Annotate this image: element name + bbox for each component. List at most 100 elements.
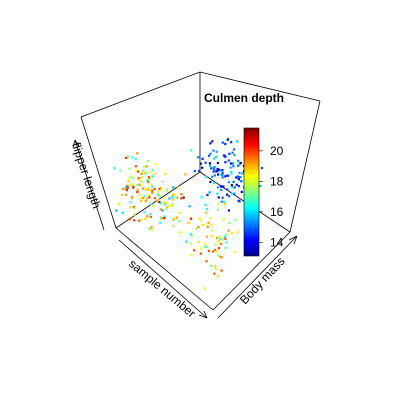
data-point [209,264,213,267]
data-point [140,180,143,183]
data-point [228,152,231,155]
data-point [129,201,132,204]
data-point [165,208,168,211]
data-point [221,173,224,176]
data-point [159,208,162,211]
data-point [236,140,239,143]
data-point [216,167,219,171]
data-point [222,200,226,203]
data-point [225,174,228,177]
data-point [158,200,161,203]
data-point [236,175,239,178]
data-point [210,223,213,226]
data-point [220,200,223,203]
data-point [154,163,157,166]
data-point [151,189,154,192]
data-point [238,171,241,175]
data-point [213,174,216,177]
data-point [223,154,226,157]
data-point [140,199,143,202]
data-point [152,204,155,208]
axis-arrows [72,139,298,319]
data-point [139,193,142,196]
data-point [201,157,204,160]
data-point [235,183,238,186]
data-point [226,138,230,141]
data-point [237,199,240,202]
data-point [225,241,228,244]
box-front-left [115,227,214,311]
data-point [224,175,227,178]
data-point [143,194,146,198]
data-point [126,155,130,158]
data-point [122,187,125,191]
data-point [179,231,182,234]
data-point [144,172,147,175]
data-point [228,195,231,198]
data-point [214,248,217,251]
data-point [217,247,220,250]
data-point [138,179,141,182]
data-point [219,237,222,240]
data-point [127,180,130,183]
data-point [150,226,153,229]
data-point [142,169,145,172]
data-point [172,186,175,189]
data-point [224,237,227,240]
data-point [175,196,178,199]
data-point [211,229,214,232]
data-point [229,162,233,165]
data-point [171,204,174,208]
data-point [149,213,152,216]
data-point [223,202,226,205]
data-point [140,176,143,179]
colorbar-tick-label: 14 [270,235,284,249]
data-point [146,159,149,163]
data-point [198,216,201,220]
data-point [131,197,134,200]
data-point [160,187,163,190]
data-point [218,235,221,238]
data-point [232,165,235,168]
data-point [149,176,152,179]
data-point [209,180,212,184]
colorbar-gradient [243,127,260,257]
data-point [214,155,217,158]
data-point [145,165,148,168]
data-point [161,209,164,212]
data-point [144,199,147,203]
data-point [217,203,220,206]
data-point [153,172,156,176]
data-point [126,186,129,190]
data-point [165,190,168,193]
data-point [150,203,153,206]
data-point [140,218,143,221]
data-point [221,196,224,199]
data-point [139,196,142,199]
data-point [199,218,202,221]
data-point [139,183,142,186]
z-axis-arrowhead [72,139,80,149]
data-point [146,215,149,218]
data-point [240,190,243,193]
data-point [134,165,137,168]
data-point [146,187,150,190]
data-point [210,235,213,238]
box-back-right-vertical [289,100,321,233]
data-point [140,172,143,175]
data-point [221,171,224,175]
data-point [233,250,236,253]
data-point [239,176,242,179]
data-point [125,189,128,192]
data-point [206,225,209,228]
data-point [204,245,207,248]
data-point [221,141,224,144]
data-point [150,183,153,186]
data-point [185,240,188,243]
data-point [233,192,236,195]
data-point [209,142,212,145]
data-point [230,172,233,175]
data-point [205,235,208,238]
data-point [148,171,151,174]
